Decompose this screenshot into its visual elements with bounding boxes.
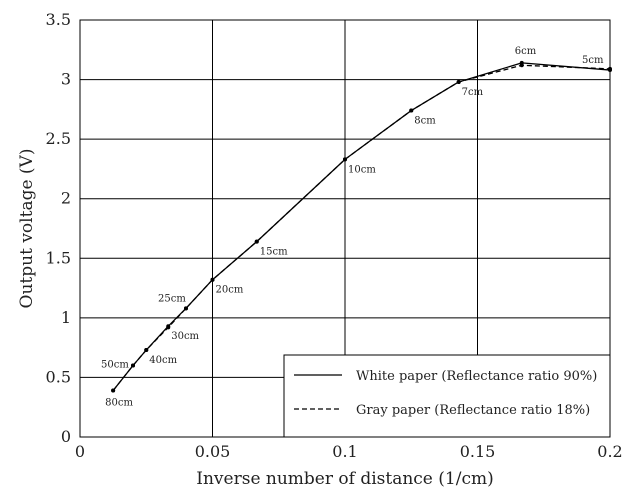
data-point-gray-paper	[111, 388, 116, 393]
y-tick-label: 2.5	[46, 129, 71, 148]
data-point-gray-paper	[409, 108, 414, 113]
point-label: 50cm	[101, 360, 129, 371]
y-tick-label: 0	[61, 427, 71, 446]
x-tick-label: 0.15	[460, 442, 496, 461]
legend-label-gray-paper: Gray paper (Reflectance ratio 18%)	[356, 403, 590, 418]
point-label: 25cm	[158, 293, 186, 304]
point-label: 7cm	[462, 87, 484, 98]
y-tick-label: 3.5	[46, 10, 71, 29]
series-layer	[111, 60, 612, 393]
y-axis-title: Output voltage (V)	[17, 149, 37, 309]
x-tick-label: 0.1	[332, 442, 357, 461]
data-point-gray-paper	[254, 239, 259, 244]
data-point-gray-paper	[184, 306, 188, 311]
data-point-gray-paper	[456, 79, 461, 84]
point-label: 10cm	[348, 164, 376, 175]
data-point-gray-paper	[166, 325, 171, 330]
data-point-gray-paper	[608, 66, 612, 71]
point-labels: 80cm 50cm 40cm 30cm 25cm 20cm 15cm 10cm 8cm 7cm 6c…	[101, 46, 604, 409]
legend-box	[283, 354, 611, 438]
legend: White paper (Reflectance ratio 90%) Gray…	[283, 354, 611, 438]
data-point-gray-paper	[210, 277, 215, 282]
data-point-gray-paper	[131, 363, 135, 368]
point-label: 6cm	[515, 46, 537, 57]
point-label: 5cm	[582, 55, 604, 66]
point-label: 40cm	[149, 355, 177, 366]
data-point-gray-paper	[144, 348, 149, 353]
y-tick-label: 2	[61, 189, 71, 208]
point-label: 20cm	[216, 285, 244, 296]
x-tick-label: 0.2	[597, 442, 622, 461]
point-label: 8cm	[414, 116, 436, 127]
x-tick-label: 0.05	[195, 442, 231, 461]
y-tick-label: 3	[61, 70, 71, 89]
y-tick-label: 1	[61, 308, 71, 327]
data-point-gray-paper	[519, 63, 524, 68]
data-point-gray-paper	[343, 157, 347, 162]
point-label: 80cm	[105, 398, 133, 409]
y-tick-label: 0.5	[46, 367, 71, 386]
legend-label-white-paper: White paper (Reflectance ratio 90%)	[356, 369, 597, 384]
y-tick-label: 1.5	[46, 248, 71, 267]
axis-ticks: 0 0.05 0.1 0.15 0.2 0 0.5 1 1.5 2 2.5 3 3.5	[46, 10, 623, 461]
point-label: 15cm	[260, 247, 288, 258]
grid	[80, 20, 610, 437]
series-line-gray-paper	[112, 64, 611, 391]
x-tick-label: 0	[75, 442, 85, 461]
point-label: 30cm	[171, 331, 199, 342]
x-axis-title: Inverse number of distance (1/cm)	[196, 469, 493, 489]
